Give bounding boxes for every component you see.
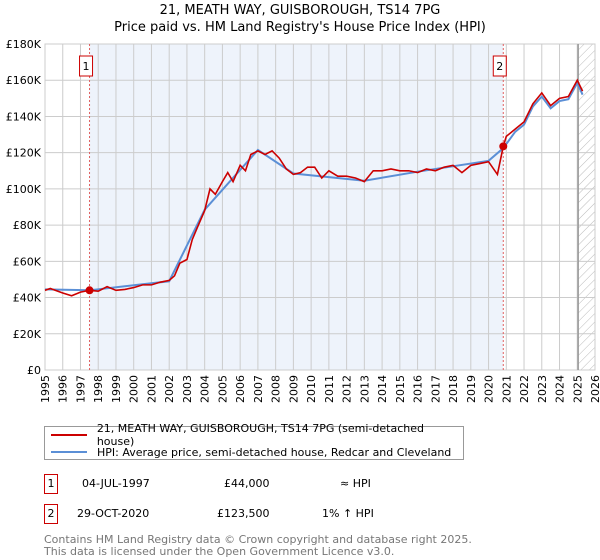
x-tick-label: 2008	[270, 375, 283, 403]
sale-price: £123,500	[217, 507, 270, 520]
x-tick-label: 2004	[199, 375, 212, 403]
sale-marker-label: 1	[83, 60, 90, 73]
x-tick-label: 1999	[110, 375, 123, 403]
sale-date: 29-OCT-2020	[77, 507, 150, 520]
y-tick-label: £160K	[6, 74, 42, 87]
sale-hpi: 1% ↑ HPI	[322, 507, 374, 520]
plot-area: 1995 1996 1997 1998 1999 2000 2001 2002 2003 2004…	[6, 38, 600, 403]
x-tick-label: 2015	[394, 375, 407, 403]
x-tick-label: 2019	[465, 375, 478, 403]
x-tick-label: 2021	[500, 375, 513, 403]
x-tick-label: 2017	[429, 375, 442, 403]
price-line	[44, 78, 584, 297]
x-tick-label: 2026	[589, 375, 600, 403]
footer-line: Contains HM Land Registry data © Crown c…	[44, 533, 472, 546]
x-tick-label: 2020	[483, 375, 496, 403]
y-tick-label: £80K	[13, 219, 42, 232]
x-tick-label: 2009	[287, 375, 300, 403]
sale-marker-box: 2	[44, 504, 58, 524]
x-tick-label: 2022	[518, 375, 531, 403]
x-tick-label: 1997	[74, 375, 87, 403]
sale-price: £44,000	[224, 477, 270, 490]
x-tick-label: 2007	[252, 375, 265, 403]
x-tick-label: 2013	[358, 375, 371, 403]
legend-swatch	[51, 434, 87, 436]
x-tick-label: 2010	[305, 375, 318, 403]
y-tick-label: £120K	[6, 147, 42, 160]
x-tick-label: 2005	[216, 375, 229, 403]
y-tick-label: £40K	[13, 292, 42, 305]
x-tick-label: 2012	[341, 375, 354, 403]
x-tick-label: 1995	[39, 375, 52, 403]
y-tick-label: £140K	[6, 110, 42, 123]
ownership-shade	[89, 44, 504, 370]
legend-item-property: 21, MEATH WAY, GUISBOROUGH, TS14 7PG (se…	[51, 422, 463, 448]
y-tick-label: £0	[27, 364, 41, 377]
x-tick-label: 2014	[376, 375, 389, 403]
chart-subtitle: Price paid vs. HM Land Registry's House …	[114, 20, 486, 35]
legend-label: 21, MEATH WAY, GUISBOROUGH, TS14 7PG (se…	[96, 422, 424, 448]
chart-title: 21, MEATH WAY, GUISBOROUGH, TS14 7PG	[159, 3, 441, 18]
legend-swatch	[51, 451, 87, 453]
x-tick-label: 2000	[128, 375, 141, 403]
footer: Contains HM Land Registry data © Crown c…	[44, 534, 472, 558]
y-tick-label: £100K	[6, 183, 42, 196]
x-tick-label: 2025	[571, 375, 584, 403]
x-tick-label: 2001	[145, 375, 158, 403]
sale-date: 04-JUL-1997	[82, 477, 150, 490]
sale-point	[499, 142, 508, 151]
future-hatch	[578, 44, 595, 370]
legend-item-hpi: HPI: Average price, semi-detached house,…	[51, 444, 451, 460]
x-tick-label: 2003	[181, 375, 194, 403]
footer-line: This data is licensed under the Open Gov…	[44, 545, 395, 558]
x-tick-label: 2024	[554, 375, 567, 403]
sale-marker-box	[79, 55, 94, 77]
x-tick-label: 2018	[447, 375, 460, 403]
sale-hpi: ≈ HPI	[340, 477, 371, 490]
y-tick-label: £20K	[13, 328, 42, 341]
legend-label: HPI: Average price, semi-detached house,…	[97, 445, 452, 459]
sale-marker-box: 1	[44, 474, 58, 494]
y-tick-label: £180K	[6, 38, 42, 51]
y-tick-label: £60K	[13, 255, 42, 268]
legend: 21, MEATH WAY, GUISBOROUGH, TS14 7PG (se…	[44, 422, 464, 460]
sale-marker-label: 2	[496, 60, 503, 73]
x-tick-label: 2023	[536, 375, 549, 403]
x-tick-label: 2011	[323, 375, 336, 403]
x-tick-label: 1996	[57, 375, 70, 403]
sale-point	[85, 286, 94, 295]
sale-marker-box	[492, 55, 507, 77]
x-tick-label: 2002	[163, 375, 176, 403]
x-tick-label: 1998	[92, 375, 105, 403]
x-tick-label: 2006	[234, 375, 247, 403]
x-tick-label: 2016	[412, 375, 425, 403]
